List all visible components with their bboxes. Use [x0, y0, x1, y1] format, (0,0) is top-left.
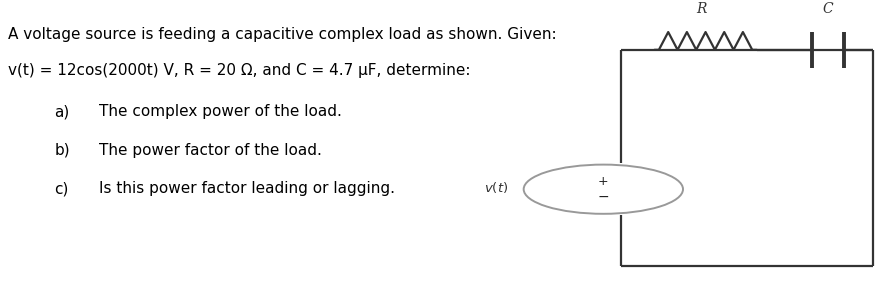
- Text: C: C: [822, 2, 833, 16]
- Text: +: +: [598, 175, 608, 188]
- Text: R: R: [696, 2, 706, 16]
- Text: a): a): [54, 105, 70, 119]
- Text: b): b): [54, 143, 70, 158]
- Text: The complex power of the load.: The complex power of the load.: [99, 105, 342, 119]
- Text: The power factor of the load.: The power factor of the load.: [99, 143, 321, 158]
- Text: −: −: [598, 190, 609, 204]
- Text: $v(t)$: $v(t)$: [484, 180, 508, 195]
- Text: v(t) = 12cos(2000t) V, R = 20 Ω, and C = 4.7 μF, determine:: v(t) = 12cos(2000t) V, R = 20 Ω, and C =…: [9, 64, 471, 79]
- Text: c): c): [54, 181, 69, 196]
- Text: A voltage source is feeding a capacitive complex load as shown. Given:: A voltage source is feeding a capacitive…: [9, 27, 557, 42]
- Text: Is this power factor leading or lagging.: Is this power factor leading or lagging.: [99, 181, 395, 196]
